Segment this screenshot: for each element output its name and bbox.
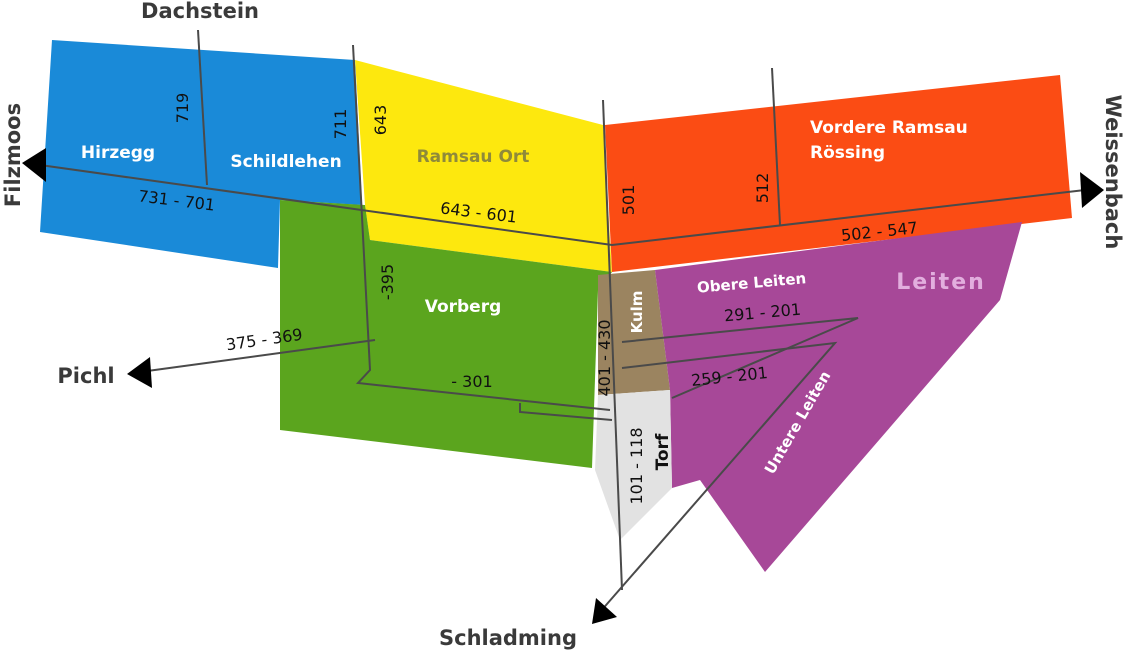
number-label: 501 [619, 185, 638, 216]
number-label: 101 - 118 [627, 427, 646, 504]
direction-label: Schladming [439, 626, 577, 650]
district-label: Hirzegg [81, 143, 155, 163]
road [352, 44, 611, 411]
arrow [1080, 172, 1104, 208]
arrow [22, 148, 46, 182]
road [139, 339, 376, 373]
district-label: Schildlehen [230, 152, 341, 172]
number-label: 512 [753, 173, 772, 204]
district-label: Torf [653, 433, 673, 470]
district-label: Ramsau Ort [417, 147, 530, 167]
area-vordere-ramsau [605, 75, 1072, 272]
number-label: -395 [378, 264, 397, 300]
district-label: Leiten [896, 270, 986, 295]
road [197, 29, 208, 186]
area-leiten [655, 222, 1022, 572]
number-label: - 301 [451, 372, 492, 391]
number-label: 719 [173, 93, 192, 124]
direction-label: Dachstein [141, 0, 259, 23]
district-label: Rössing [810, 143, 885, 163]
area-torf [595, 390, 672, 540]
road [519, 403, 613, 421]
road [771, 67, 781, 226]
district-label: Vorberg [425, 297, 502, 317]
road [621, 317, 859, 399]
direction-label: Weissenbach [1101, 95, 1124, 250]
direction-label: Pichl [57, 364, 114, 388]
arrow [592, 598, 617, 624]
number-label: 711 [331, 109, 350, 140]
road [39, 164, 1086, 247]
direction-label: Filzmoos [1, 103, 25, 207]
district-label: Vordere Ramsau [810, 118, 968, 138]
district-label: Kulm [628, 291, 646, 334]
road [602, 99, 623, 591]
number-label: 401 - 430 [595, 319, 614, 396]
road [599, 341, 838, 613]
area-hirzegg-schildlehen [40, 40, 362, 268]
number-label: 643 [371, 105, 390, 136]
arrow [127, 357, 152, 388]
